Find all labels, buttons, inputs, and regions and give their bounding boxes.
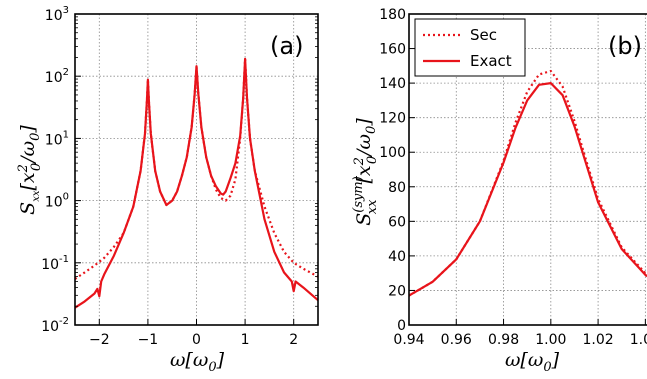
panel-b-ytick-label: 160: [379, 42, 406, 58]
panel-b-ytick-label: 40: [388, 249, 406, 265]
panel-a-ytick-label: 10-1: [41, 254, 69, 273]
panel-a-xlabel: ω[ω0]: [170, 349, 225, 375]
panel-b-ticks: 0.94 0.96 0.98 1.00 1.02 1.04 0 20 40 60 80 100 120 1…: [379, 7, 647, 348]
legend-box: [414, 18, 526, 77]
panel-b-xtick-label: 1.02: [583, 332, 614, 348]
panel-a-ylabel: Sxx[x20/ω0]: [16, 125, 44, 215]
panel-a: −2 −1 0 1 2 10-2 10-1 100 101 102 103 (a) Sxx[x20/…: [16, 5, 319, 375]
panel-a-ticks: −2 −1 0 1 2 10-2 10-1 100 101 102 103: [41, 5, 318, 348]
legend-exact-label: Exact: [470, 52, 512, 70]
panel-a-ytick-label: 100: [45, 192, 69, 211]
panel-a-ylabel-text: Sxx[x20/ω0]: [16, 125, 44, 215]
panel-b-ytick-label: 120: [379, 111, 406, 127]
panel-b: 0.94 0.96 0.98 1.00 1.02 1.04 0 20 40 60 80 100 120 1…: [351, 7, 647, 375]
panel-a-xtick-label: −2: [89, 332, 110, 348]
panel-b-frame: [408, 13, 647, 326]
panel-b-label: (b): [608, 32, 642, 60]
panel-a-xtick-label: 0: [192, 332, 201, 348]
panel-b-ytick-label: 0: [397, 318, 406, 334]
panel-a-ytick-label: 103: [45, 5, 69, 24]
panel-b-xlabel-text: ω[ω0]: [505, 349, 560, 375]
panel-b-ylabel-text: S(sym)xx[x20/ω0]: [351, 118, 380, 226]
panel-b-series-sec: [408, 69, 647, 297]
panel-a-xtick-label: 1: [241, 332, 250, 348]
panel-b-ytick-label: 60: [388, 214, 406, 230]
legend-sec-label: Sec: [470, 26, 497, 44]
panel-b-ytick-label: 140: [379, 76, 406, 92]
panel-a-ytick-label: 102: [45, 67, 69, 86]
panel-b-xtick-label: 1.00: [535, 332, 566, 348]
panel-a-xlabel-text: ω[ω0]: [170, 349, 225, 375]
panel-b-xtick-label: 0.94: [393, 332, 424, 348]
panel-a-series: [74, 57, 319, 309]
panel-b-ylabel: S(sym)xx[x20/ω0]: [351, 118, 380, 226]
panel-b-ytick-label: 20: [388, 283, 406, 299]
panel-b-xlabel: ω[ω0]: [505, 349, 560, 375]
panel-b-ytick-label: 180: [379, 7, 406, 23]
panel-a-label: (a): [270, 32, 303, 60]
panel-a-grid: [75, 14, 318, 325]
panel-b-xtick-label: 0.98: [488, 332, 519, 348]
panel-a-ytick-label: 10-2: [41, 316, 69, 335]
panel-b-ytick-label: 80: [388, 180, 406, 196]
panel-b-series-exact: [408, 82, 647, 297]
panel-b-ytick-label: 100: [379, 145, 406, 161]
panel-a-xtick-label: 2: [289, 332, 298, 348]
panel-b-legend: Sec Exact: [414, 18, 526, 77]
panel-a-ytick-label: 101: [45, 129, 69, 148]
panel-a-series-exact: [74, 57, 319, 309]
panel-b-xtick-label: 1.04: [630, 332, 647, 348]
panel-b-series: [408, 69, 647, 297]
panel-a-xtick-label: −1: [138, 332, 159, 348]
panel-b-xtick-label: 0.96: [441, 332, 472, 348]
